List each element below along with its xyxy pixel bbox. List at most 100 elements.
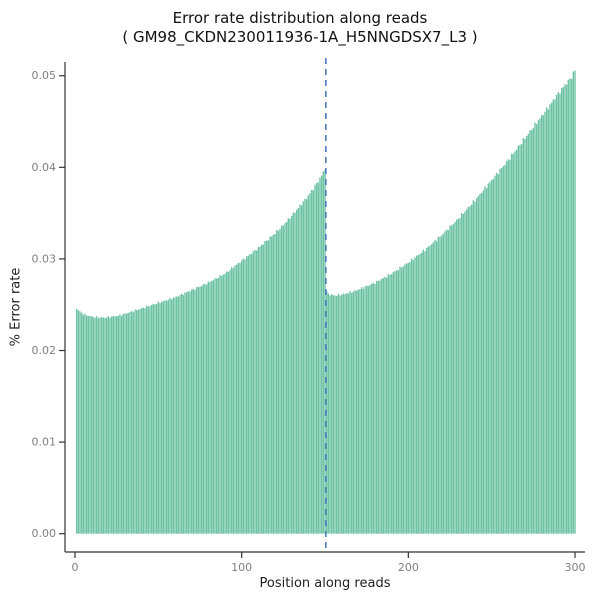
bar: [305, 199, 308, 534]
bar: [440, 235, 443, 534]
bar: [365, 285, 368, 534]
bar: [170, 299, 173, 534]
bar: [572, 71, 575, 534]
bar: [467, 207, 470, 534]
bar: [565, 84, 568, 534]
bar: [510, 153, 513, 534]
bar: [257, 247, 260, 534]
bar: [105, 317, 108, 534]
bar: [299, 204, 301, 534]
bar: [459, 218, 461, 534]
bar: [444, 231, 446, 534]
bar: [129, 311, 131, 534]
bar: [534, 122, 536, 534]
bar: [490, 179, 493, 534]
bar: [189, 291, 191, 534]
bar: [424, 251, 426, 534]
bar: [77, 310, 80, 534]
bar: [315, 182, 318, 534]
bar: [284, 223, 286, 534]
bar: [229, 270, 231, 534]
bar: [127, 313, 130, 534]
bar: [370, 284, 373, 534]
bar: [309, 193, 311, 534]
bar: [504, 164, 506, 534]
bar: [209, 282, 211, 534]
bar: [245, 256, 248, 534]
bar: [122, 313, 125, 534]
bar: [567, 79, 570, 534]
bar: [564, 84, 566, 534]
bar: [172, 297, 175, 534]
bar: [247, 255, 250, 534]
bar: [330, 294, 333, 534]
bar: [104, 317, 106, 534]
bar: [339, 295, 341, 534]
bar: [445, 229, 448, 534]
bar: [460, 213, 463, 534]
bar: [512, 153, 515, 534]
bar: [392, 272, 395, 534]
bar: [204, 284, 206, 534]
bar: [375, 280, 378, 534]
bar: [480, 193, 483, 534]
bar: [262, 244, 265, 534]
bar: [254, 249, 256, 534]
bar: [355, 290, 358, 534]
bar: [270, 236, 273, 534]
bar: [264, 240, 266, 534]
bar: [272, 234, 275, 534]
bar: [559, 93, 561, 534]
bar: [409, 261, 411, 534]
bar: [207, 281, 210, 534]
bar: [187, 291, 190, 534]
bar: [307, 195, 310, 534]
bar: [155, 304, 158, 534]
bar: [310, 189, 313, 534]
bar: [222, 274, 225, 534]
bar: [255, 250, 258, 534]
x-tick-label: 100: [231, 561, 252, 574]
bar: [165, 300, 168, 534]
bar: [407, 262, 410, 534]
bar: [199, 286, 201, 534]
bar: [522, 138, 525, 534]
bar: [422, 249, 425, 534]
bar: [332, 295, 335, 534]
bar: [292, 212, 295, 534]
bar: [430, 244, 433, 534]
bar: [202, 284, 205, 534]
bar: [89, 315, 91, 534]
bar: [112, 316, 115, 534]
bar: [145, 305, 148, 534]
bar: [294, 212, 296, 534]
bar: [400, 267, 403, 534]
bar: [275, 230, 278, 534]
bar: [439, 236, 441, 534]
chart-title: Error rate distribution along reads: [172, 9, 428, 27]
bar: [552, 99, 555, 534]
bar: [95, 316, 98, 534]
bar: [219, 275, 221, 534]
bar: [120, 315, 123, 534]
bar: [484, 186, 486, 534]
bar: [380, 278, 383, 534]
bar: [205, 284, 208, 534]
bar: [384, 276, 386, 534]
bar: [115, 316, 118, 534]
bar: [395, 270, 398, 534]
bar: [507, 159, 510, 534]
bar: [164, 300, 166, 534]
bar: [437, 236, 440, 534]
bars-read-2: [325, 70, 576, 534]
bar: [304, 198, 306, 534]
bar: [87, 316, 90, 534]
bar: [174, 297, 176, 534]
bar: [265, 240, 268, 534]
bar: [107, 316, 110, 534]
bar: [244, 259, 246, 534]
bar: [319, 177, 321, 534]
bar: [352, 291, 355, 534]
bar: [574, 70, 576, 534]
bar: [472, 200, 475, 534]
